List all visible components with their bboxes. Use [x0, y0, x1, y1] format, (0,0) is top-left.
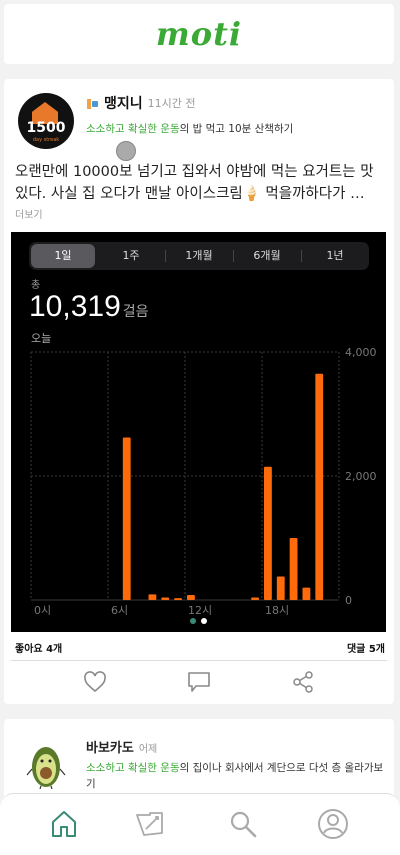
- post-card[interactable]: 1500 day streak 맹지니 11시간 전 소소하고 확실한 운동의 …: [4, 79, 394, 704]
- challenge-category: 소소하고 확실한 운동: [86, 762, 180, 774]
- house-icon: [32, 102, 58, 124]
- steps-bar-chart: 4,000 2,000 0 0시 6시 12시 18시: [30, 346, 377, 617]
- bar: [289, 538, 298, 600]
- challenge-title[interactable]: 소소하고 확실한 운동의 집이나 회사에서 계단으로 다섯 층 올라가보기: [86, 760, 386, 792]
- period-tab-3[interactable]: 1개월: [167, 244, 234, 268]
- heart-icon: [84, 671, 106, 693]
- profile-icon: [318, 809, 348, 839]
- post-time: 어제: [138, 744, 158, 755]
- total-steps-unit: 걸음: [122, 304, 149, 320]
- y-tick-label: 4,000: [345, 346, 377, 359]
- author-name[interactable]: 맹지니: [104, 96, 143, 112]
- avatar-subtitle: day streak: [32, 137, 60, 143]
- tab-home[interactable]: [46, 806, 82, 842]
- bar: [276, 576, 285, 600]
- bar: [315, 373, 324, 600]
- y-tick-label: 2,000: [345, 470, 377, 483]
- author-row: 맹지니 11시간 전: [86, 93, 196, 113]
- badge-icon: [86, 98, 99, 109]
- bar: [174, 598, 182, 600]
- like-count[interactable]: 좋아요 4개: [15, 644, 63, 655]
- post-actions: [4, 667, 394, 697]
- bar: [264, 466, 272, 600]
- comment-count[interactable]: 댓글 5개: [346, 644, 385, 655]
- divider: [11, 660, 387, 661]
- period-segmented-control[interactable]: 1일 1주 1개월 6개월 1년: [29, 242, 369, 270]
- challenge-name: 의 밥 먹고 10분 산책하기: [179, 123, 294, 135]
- carousel-dot-2[interactable]: [201, 618, 207, 624]
- y-tick-label: 0: [345, 594, 352, 607]
- total-steps-value: 10,319: [29, 290, 121, 323]
- author-name[interactable]: 바보카도: [86, 741, 134, 756]
- carousel-dots[interactable]: [11, 618, 386, 624]
- comment-button[interactable]: [186, 669, 212, 695]
- x-tick-label: 12시: [188, 604, 212, 617]
- like-button[interactable]: [82, 669, 108, 695]
- x-tick-label: 0시: [34, 604, 51, 617]
- home-icon: [52, 811, 76, 837]
- share-icon: [293, 671, 313, 693]
- x-tick-label: 18시: [265, 604, 289, 617]
- challenge-category: 소소하고 확실한 운동: [86, 123, 180, 135]
- app-header: moti: [4, 4, 394, 64]
- bar: [251, 597, 259, 600]
- period-label: 오늘: [31, 332, 52, 345]
- period-tab-5[interactable]: 1년: [326, 249, 344, 262]
- tab-write[interactable]: [132, 806, 168, 842]
- bar: [122, 437, 131, 600]
- challenge-title[interactable]: 소소하고 확실한 운동의 밥 먹고 10분 산책하기: [86, 121, 293, 136]
- period-tab-4[interactable]: 6개월: [235, 244, 302, 268]
- app-logo: moti: [155, 15, 243, 53]
- search-icon: [230, 811, 257, 838]
- carousel-dot-1[interactable]: [190, 618, 196, 624]
- bar: [302, 587, 311, 600]
- tab-profile[interactable]: [315, 806, 351, 842]
- post-time: 11시간 전: [147, 97, 196, 110]
- post-body: 오랜만에 10000보 넘기고 집와서 야밤에 먹는 요거트는 맛있다. 사실 …: [15, 164, 374, 202]
- tab-search[interactable]: [225, 806, 261, 842]
- comment-icon: [188, 672, 210, 692]
- avatar[interactable]: 1500 day streak: [18, 93, 74, 149]
- more-link[interactable]: 더보기: [15, 210, 43, 221]
- x-tick-label: 6시: [111, 604, 128, 617]
- share-button[interactable]: [290, 669, 316, 695]
- touch-indicator: [116, 141, 136, 161]
- bar: [148, 594, 157, 600]
- bar: [161, 597, 170, 600]
- period-tab-2[interactable]: 1주: [99, 244, 166, 268]
- total-steps: 10,319 걸음: [29, 290, 149, 324]
- avocado-avatar[interactable]: [26, 739, 66, 789]
- bar: [187, 595, 195, 600]
- period-tab-1[interactable]: 1일: [31, 244, 95, 268]
- total-label: 총: [31, 280, 41, 291]
- write-icon: [136, 812, 163, 836]
- bottom-tab-bar: [0, 793, 400, 855]
- author-row: 바보카도 어제: [86, 737, 157, 756]
- avatar-number: 1500: [26, 120, 66, 136]
- challenge-name: 의 집이나 회사에서 계단으로 다섯 층 올라가보기: [86, 762, 384, 790]
- post-image-steps-chart[interactable]: 1일 1주 1개월 6개월 1년 총 10,319 걸음 오늘 4,000 2,000 0 0시…: [11, 232, 386, 632]
